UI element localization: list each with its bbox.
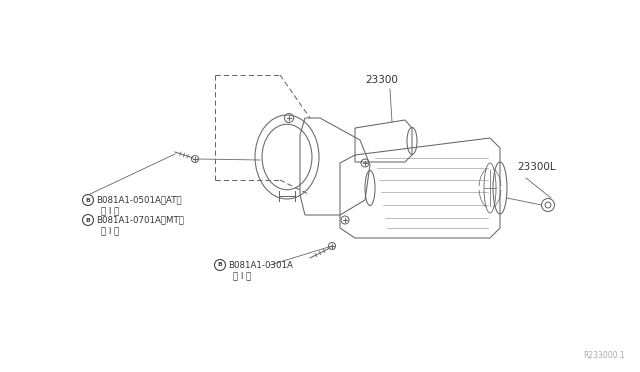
- Text: B: B: [218, 263, 223, 267]
- Text: 23300L: 23300L: [517, 162, 556, 172]
- Text: （ I ）: （ I ）: [233, 272, 252, 280]
- Text: B: B: [86, 198, 90, 202]
- Text: B081A1-0701A〈MT〉: B081A1-0701A〈MT〉: [96, 215, 184, 224]
- Text: B: B: [86, 218, 90, 222]
- Text: B081A1-0301A: B081A1-0301A: [228, 260, 293, 269]
- Text: （ I ）: （ I ）: [101, 206, 119, 215]
- Text: B081A1-0501A〈AT〉: B081A1-0501A〈AT〉: [96, 196, 182, 205]
- Text: （ I ）: （ I ）: [101, 227, 119, 235]
- Text: 23300: 23300: [365, 75, 398, 85]
- Text: R233000.1: R233000.1: [584, 351, 625, 360]
